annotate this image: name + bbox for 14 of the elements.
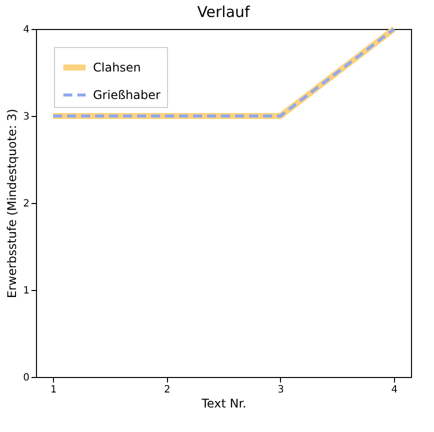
y-axis-title: Erwerbsstufe (Mindestquote: 3) bbox=[5, 108, 20, 298]
x-tick-label: 3 bbox=[278, 384, 284, 396]
x-tick-label: 1 bbox=[50, 384, 57, 396]
y-tick-label: 0 bbox=[23, 372, 30, 384]
x-tick-label: 4 bbox=[391, 384, 398, 396]
x-tick-label: 2 bbox=[164, 384, 170, 396]
legend-label: Clahsen bbox=[93, 60, 141, 74]
y-tick-label: 4 bbox=[23, 24, 30, 36]
y-tick-label: 1 bbox=[23, 286, 30, 296]
x-axis-title: Text Nr. bbox=[200, 396, 246, 410]
y-tick-label: 3 bbox=[23, 112, 30, 122]
chart-title: Verlauf bbox=[197, 3, 251, 21]
y-tick-label: 2 bbox=[23, 198, 30, 210]
legend-label: Grießhaber bbox=[93, 88, 160, 102]
